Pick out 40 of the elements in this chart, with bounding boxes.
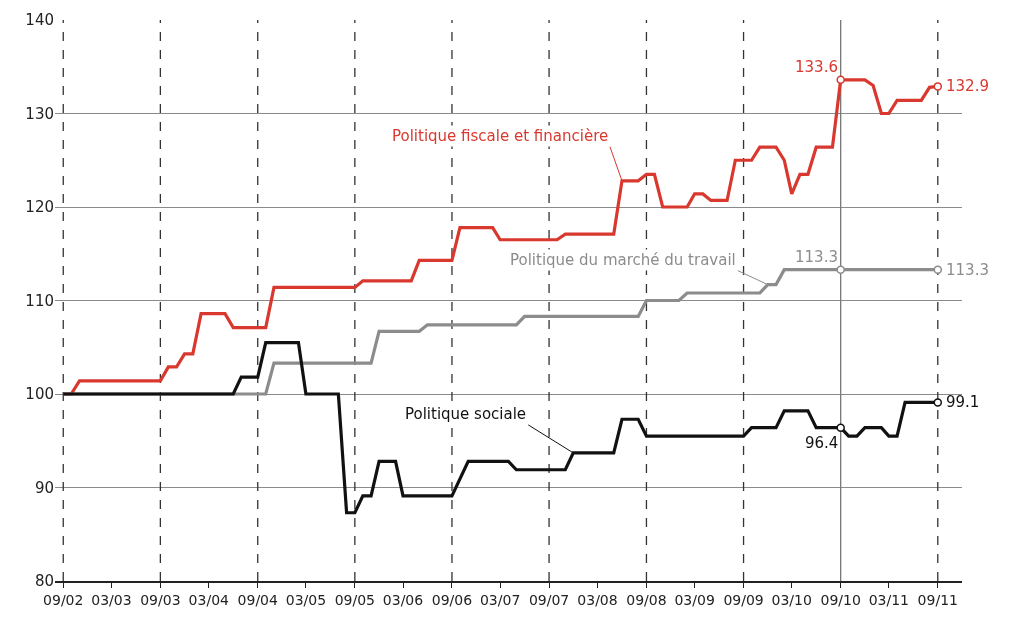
point <box>836 423 845 432</box>
x-tick-label: 03/10 <box>771 591 812 608</box>
point <box>836 75 845 85</box>
y-tick-label: 140 <box>25 11 54 30</box>
annotation: 113.3 <box>946 261 989 279</box>
text: Politique sociale <box>405 405 527 423</box>
x-tick-label: 09/04 <box>237 591 278 608</box>
x-tick-label: 03/04 <box>188 591 230 608</box>
x-tick-label: 09/10 <box>820 591 861 608</box>
x-tick-label: 09/07 <box>528 591 570 608</box>
x-tick-label: 03/07 <box>479 591 521 608</box>
annotation: 99.1 <box>946 393 980 411</box>
x-tick-label: 03/05 <box>285 591 327 608</box>
point <box>933 265 943 274</box>
annotation: 132.9 <box>946 77 989 95</box>
y-tick-label: 120 <box>25 198 54 217</box>
y-tick-label: 130 <box>25 104 54 123</box>
point <box>933 82 943 91</box>
x-tick-label: 09/02 <box>43 591 84 608</box>
x-tick-label: 09/06 <box>431 591 473 608</box>
x-tick-label: 09/11 <box>917 591 958 608</box>
y-tick-label: 110 <box>25 291 54 310</box>
x-tick-label: 03/06 <box>382 591 424 608</box>
y-tick-label: 100 <box>25 385 54 404</box>
annotation: 133.6 <box>795 58 838 76</box>
x-tick-label: 03/09 <box>674 591 715 608</box>
x-tick-label: 09/08 <box>626 591 667 608</box>
text: Politique fiscale et financière <box>392 127 609 145</box>
x-tick-label: 03/08 <box>577 591 618 608</box>
x-tick-label: 03/11 <box>868 591 910 608</box>
x-tick-label: 09/03 <box>140 591 181 608</box>
point <box>933 398 943 407</box>
x-tick-label: 09/05 <box>334 591 376 608</box>
annotation: 96.4 <box>805 434 839 452</box>
y-tick-label: 80 <box>34 572 54 591</box>
x-tick-label: 09/09 <box>723 591 764 608</box>
y-tick-label: 90 <box>34 478 54 497</box>
series-label: Politique du marché du travail <box>510 251 736 269</box>
annotation: 113.3 <box>795 248 838 266</box>
x-tick-label: 03/03 <box>91 591 132 608</box>
